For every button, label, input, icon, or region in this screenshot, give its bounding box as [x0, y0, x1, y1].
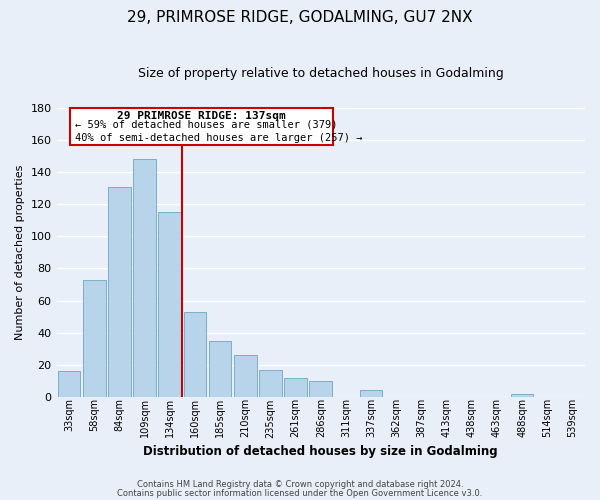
- Bar: [234, 355, 257, 397]
- Bar: [108, 186, 131, 397]
- Bar: [310, 381, 332, 397]
- Bar: [184, 312, 206, 397]
- Y-axis label: Number of detached properties: Number of detached properties: [15, 164, 25, 340]
- Bar: [360, 390, 382, 397]
- Bar: [284, 378, 307, 397]
- Bar: [209, 340, 232, 397]
- Bar: [259, 370, 282, 397]
- Text: Contains HM Land Registry data © Crown copyright and database right 2024.: Contains HM Land Registry data © Crown c…: [137, 480, 463, 489]
- Bar: [158, 212, 181, 397]
- Bar: [70, 108, 334, 145]
- X-axis label: Distribution of detached houses by size in Godalming: Distribution of detached houses by size …: [143, 444, 498, 458]
- Text: 29 PRIMROSE RIDGE: 137sqm: 29 PRIMROSE RIDGE: 137sqm: [118, 112, 286, 122]
- Bar: [58, 371, 80, 397]
- Text: 29, PRIMROSE RIDGE, GODALMING, GU7 2NX: 29, PRIMROSE RIDGE, GODALMING, GU7 2NX: [127, 10, 473, 25]
- Title: Size of property relative to detached houses in Godalming: Size of property relative to detached ho…: [138, 68, 503, 80]
- Bar: [133, 160, 156, 397]
- Bar: [83, 280, 106, 397]
- Text: Contains public sector information licensed under the Open Government Licence v3: Contains public sector information licen…: [118, 488, 482, 498]
- Bar: [511, 394, 533, 397]
- Text: 40% of semi-detached houses are larger (257) →: 40% of semi-detached houses are larger (…: [76, 132, 363, 142]
- Text: ← 59% of detached houses are smaller (379): ← 59% of detached houses are smaller (37…: [76, 119, 338, 129]
